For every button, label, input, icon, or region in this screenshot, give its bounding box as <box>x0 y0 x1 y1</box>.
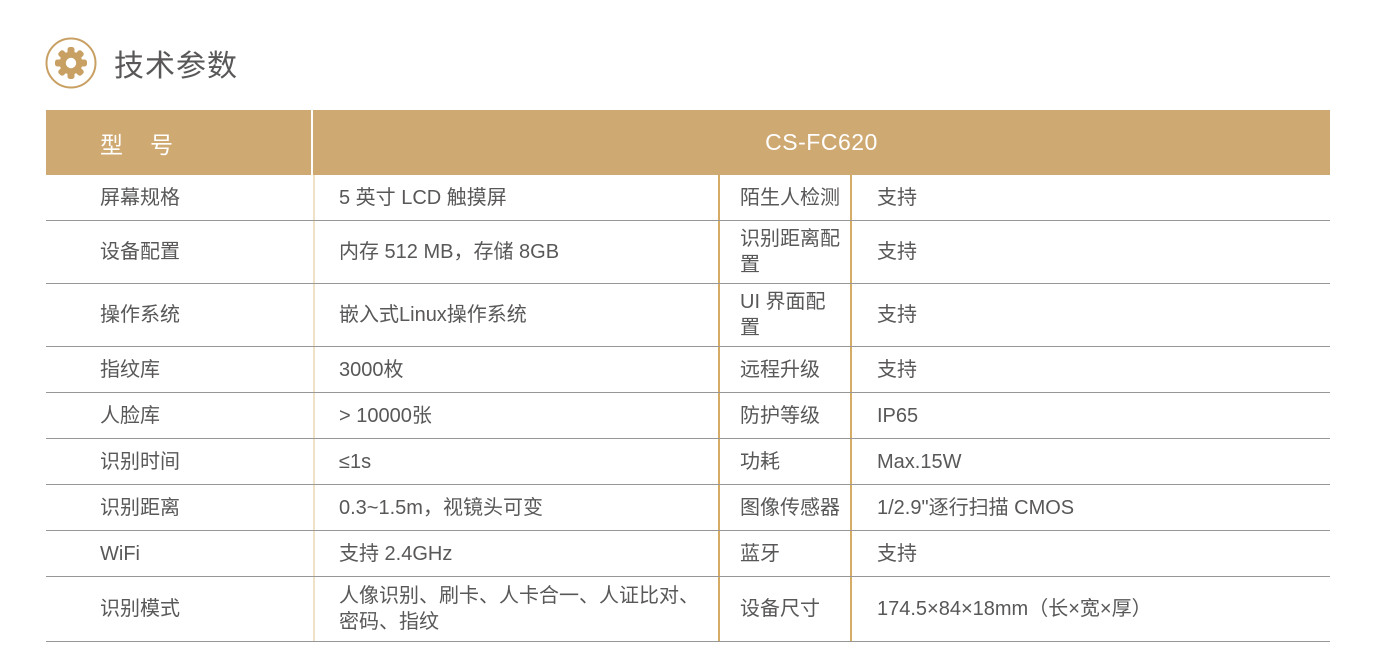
table-row: 操作系统 嵌入式Linux操作系统 UI 界面配置 支持 <box>46 284 1330 347</box>
table-row: 屏幕规格 5 英寸 LCD 触摸屏 陌生人检测 支持 <box>46 175 1330 221</box>
section-header: 技术参数 <box>45 37 238 89</box>
spec-label: 设备尺寸 <box>718 577 850 641</box>
table-header-row: 型 号 CS-FC620 <box>46 110 1330 175</box>
spec-label: 识别模式 <box>100 598 180 620</box>
section-title: 技术参数 <box>114 50 238 83</box>
spec-label: UI 界面配置 <box>718 284 850 346</box>
spec-value: IP65 <box>850 393 1330 438</box>
spec-label: 设备配置 <box>100 241 180 263</box>
spec-label: 识别距离 <box>100 496 180 519</box>
spec-value: 支持 <box>850 284 1330 346</box>
spec-label: 指纹库 <box>100 358 160 381</box>
spec-value: ≤1s <box>313 439 718 484</box>
spec-label: WiFi <box>100 542 140 565</box>
spec-value: > 10000张 <box>313 393 718 438</box>
spec-label: 蓝牙 <box>718 531 850 576</box>
spec-label: 防护等级 <box>718 393 850 438</box>
spec-label: 图像传感器 <box>718 485 850 530</box>
spec-label: 人脸库 <box>100 404 160 427</box>
spec-value: 支持 <box>850 175 1330 220</box>
table-header-model-value: CS-FC620 <box>765 129 878 155</box>
table-row: WiFi 支持 2.4GHz 蓝牙 支持 <box>46 531 1330 577</box>
table-row: 设备配置 内存 512 MB，存储 8GB 识别距离配置 支持 <box>46 221 1330 284</box>
spec-value: 人像识别、刷卡、人卡合一、人证比对、密码、指纹 <box>313 577 718 641</box>
spec-value: 5 英寸 LCD 触摸屏 <box>313 175 718 220</box>
spec-label: 识别时间 <box>100 450 180 473</box>
spec-table: 型 号 CS-FC620 屏幕规格 5 英寸 LCD 触摸屏 陌生人检测 支持 … <box>46 110 1330 642</box>
spec-value: 内存 512 MB，存储 8GB <box>313 221 718 283</box>
spec-value: 3000枚 <box>313 347 718 392</box>
spec-value: Max.15W <box>850 439 1330 484</box>
table-header-model-label: 型 号 <box>46 110 313 175</box>
spec-label: 操作系统 <box>100 304 180 326</box>
spec-value: 嵌入式Linux操作系统 <box>313 284 718 346</box>
spec-label: 屏幕规格 <box>100 186 180 209</box>
table-row: 识别距离 0.3~1.5m，视镜头可变 图像传感器 1/2.9"逐行扫描 CMO… <box>46 485 1330 531</box>
spec-value: 支持 <box>850 221 1330 283</box>
spec-value: 支持 <box>850 531 1330 576</box>
table-row: 识别模式 人像识别、刷卡、人卡合一、人证比对、密码、指纹 设备尺寸 174.5×… <box>46 577 1330 642</box>
gear-icon <box>45 37 97 89</box>
spec-value: 1/2.9"逐行扫描 CMOS <box>850 485 1330 530</box>
spec-label: 识别距离配置 <box>718 221 850 283</box>
spec-label: 功耗 <box>718 439 850 484</box>
spec-value: 支持 <box>850 347 1330 392</box>
spec-value: 0.3~1.5m，视镜头可变 <box>313 485 718 530</box>
table-row: 人脸库 > 10000张 防护等级 IP65 <box>46 393 1330 439</box>
spec-value: 174.5×84×18mm（长×宽×厚） <box>850 577 1330 641</box>
spec-value: 支持 2.4GHz <box>313 531 718 576</box>
spec-label: 远程升级 <box>718 347 850 392</box>
spec-label: 陌生人检测 <box>718 175 850 220</box>
table-row: 指纹库 3000枚 远程升级 支持 <box>46 347 1330 393</box>
table-row: 识别时间 ≤1s 功耗 Max.15W <box>46 439 1330 485</box>
